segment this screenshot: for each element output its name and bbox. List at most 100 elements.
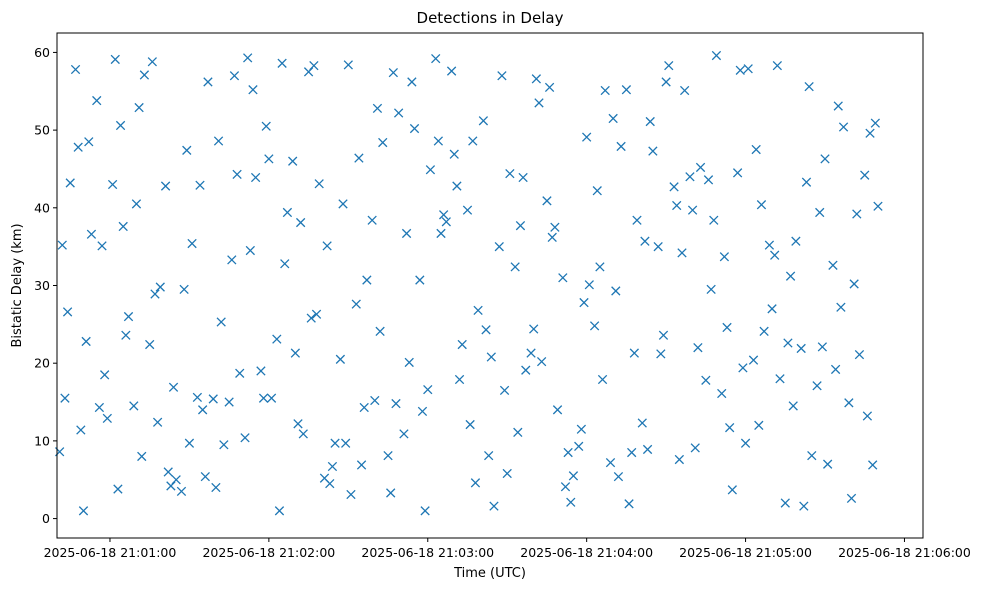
data-point (642, 444, 653, 455)
data-point (176, 486, 187, 497)
data-point (780, 498, 790, 508)
data-point (796, 343, 806, 354)
data-point (290, 348, 301, 358)
data-point (547, 232, 557, 242)
data-point (399, 429, 409, 439)
data-point (168, 382, 179, 392)
data-point (102, 413, 112, 424)
data-point (155, 282, 165, 292)
data-point (245, 245, 255, 256)
data-point (264, 154, 274, 164)
data-point (187, 238, 197, 249)
data-point (343, 60, 353, 70)
x-tick-label: 2025-06-18 21:06:00 (838, 545, 971, 560)
data-point (123, 311, 134, 322)
data-point (775, 374, 785, 384)
data-point (378, 137, 388, 148)
y-tick-label: 50 (34, 123, 50, 138)
data-point (669, 182, 679, 192)
y-tick-label: 10 (34, 433, 50, 448)
data-point (470, 478, 481, 488)
data-point (107, 179, 118, 190)
data-point (725, 423, 735, 433)
data-point (404, 357, 414, 368)
data-point (743, 64, 753, 74)
data-point (846, 493, 857, 504)
data-point (515, 221, 526, 231)
y-tick-label: 30 (34, 278, 50, 293)
data-point (830, 364, 841, 375)
data-point (531, 74, 542, 84)
data-point (833, 101, 843, 111)
data-point (235, 368, 245, 378)
data-point (621, 85, 632, 95)
data-point (73, 142, 83, 152)
data-point (748, 355, 759, 365)
data-point (367, 215, 377, 225)
data-point (134, 102, 144, 113)
data-point (764, 240, 775, 250)
data-point (243, 53, 253, 63)
data-point (799, 501, 809, 511)
data-point (139, 70, 150, 80)
data-point (219, 440, 229, 450)
data-point (582, 132, 592, 142)
data-point (838, 122, 849, 132)
data-point (754, 420, 764, 431)
data-point (804, 81, 814, 92)
data-point (227, 255, 237, 265)
data-point (150, 289, 160, 299)
data-point (711, 50, 722, 61)
data-point (751, 144, 761, 155)
data-point (163, 467, 173, 477)
data-point (192, 392, 203, 403)
data-point (282, 207, 293, 218)
data-point (732, 168, 743, 178)
data-point (431, 53, 441, 64)
data-point (664, 60, 674, 71)
data-point (325, 478, 335, 489)
data-point (849, 279, 859, 289)
data-point (600, 85, 610, 96)
data-point (179, 284, 189, 295)
data-point (129, 401, 139, 411)
data-point (574, 441, 584, 451)
data-point (499, 385, 510, 396)
data-point (250, 172, 261, 183)
data-point (354, 153, 364, 163)
data-point (687, 205, 698, 215)
data-point (823, 459, 833, 469)
data-point (661, 77, 671, 87)
data-point (409, 123, 420, 134)
data-point (78, 506, 89, 516)
x-tick-label: 2025-06-18 21:02:00 (202, 545, 335, 560)
data-point (92, 95, 102, 106)
data-point (486, 352, 496, 362)
y-tick-label: 40 (34, 200, 50, 215)
data-point (213, 136, 224, 146)
data-point (640, 236, 650, 246)
data-point (629, 348, 639, 358)
data-point (346, 489, 356, 500)
data-point (184, 438, 195, 448)
data-point (536, 356, 547, 367)
data-point (510, 262, 520, 272)
data-point (563, 447, 573, 458)
data-point (224, 397, 234, 407)
data-point (695, 162, 706, 173)
data-point (248, 85, 258, 95)
data-point (518, 172, 528, 183)
data-point (81, 336, 91, 347)
data-point (311, 309, 322, 319)
data-point (375, 326, 385, 336)
data-point (76, 425, 86, 435)
data-point (791, 236, 801, 246)
data-point (232, 169, 242, 180)
data-points (54, 50, 883, 516)
data-point (454, 374, 465, 385)
data-point (425, 165, 436, 175)
data-point (576, 424, 587, 434)
data-point (94, 402, 105, 413)
data-point (703, 175, 714, 185)
